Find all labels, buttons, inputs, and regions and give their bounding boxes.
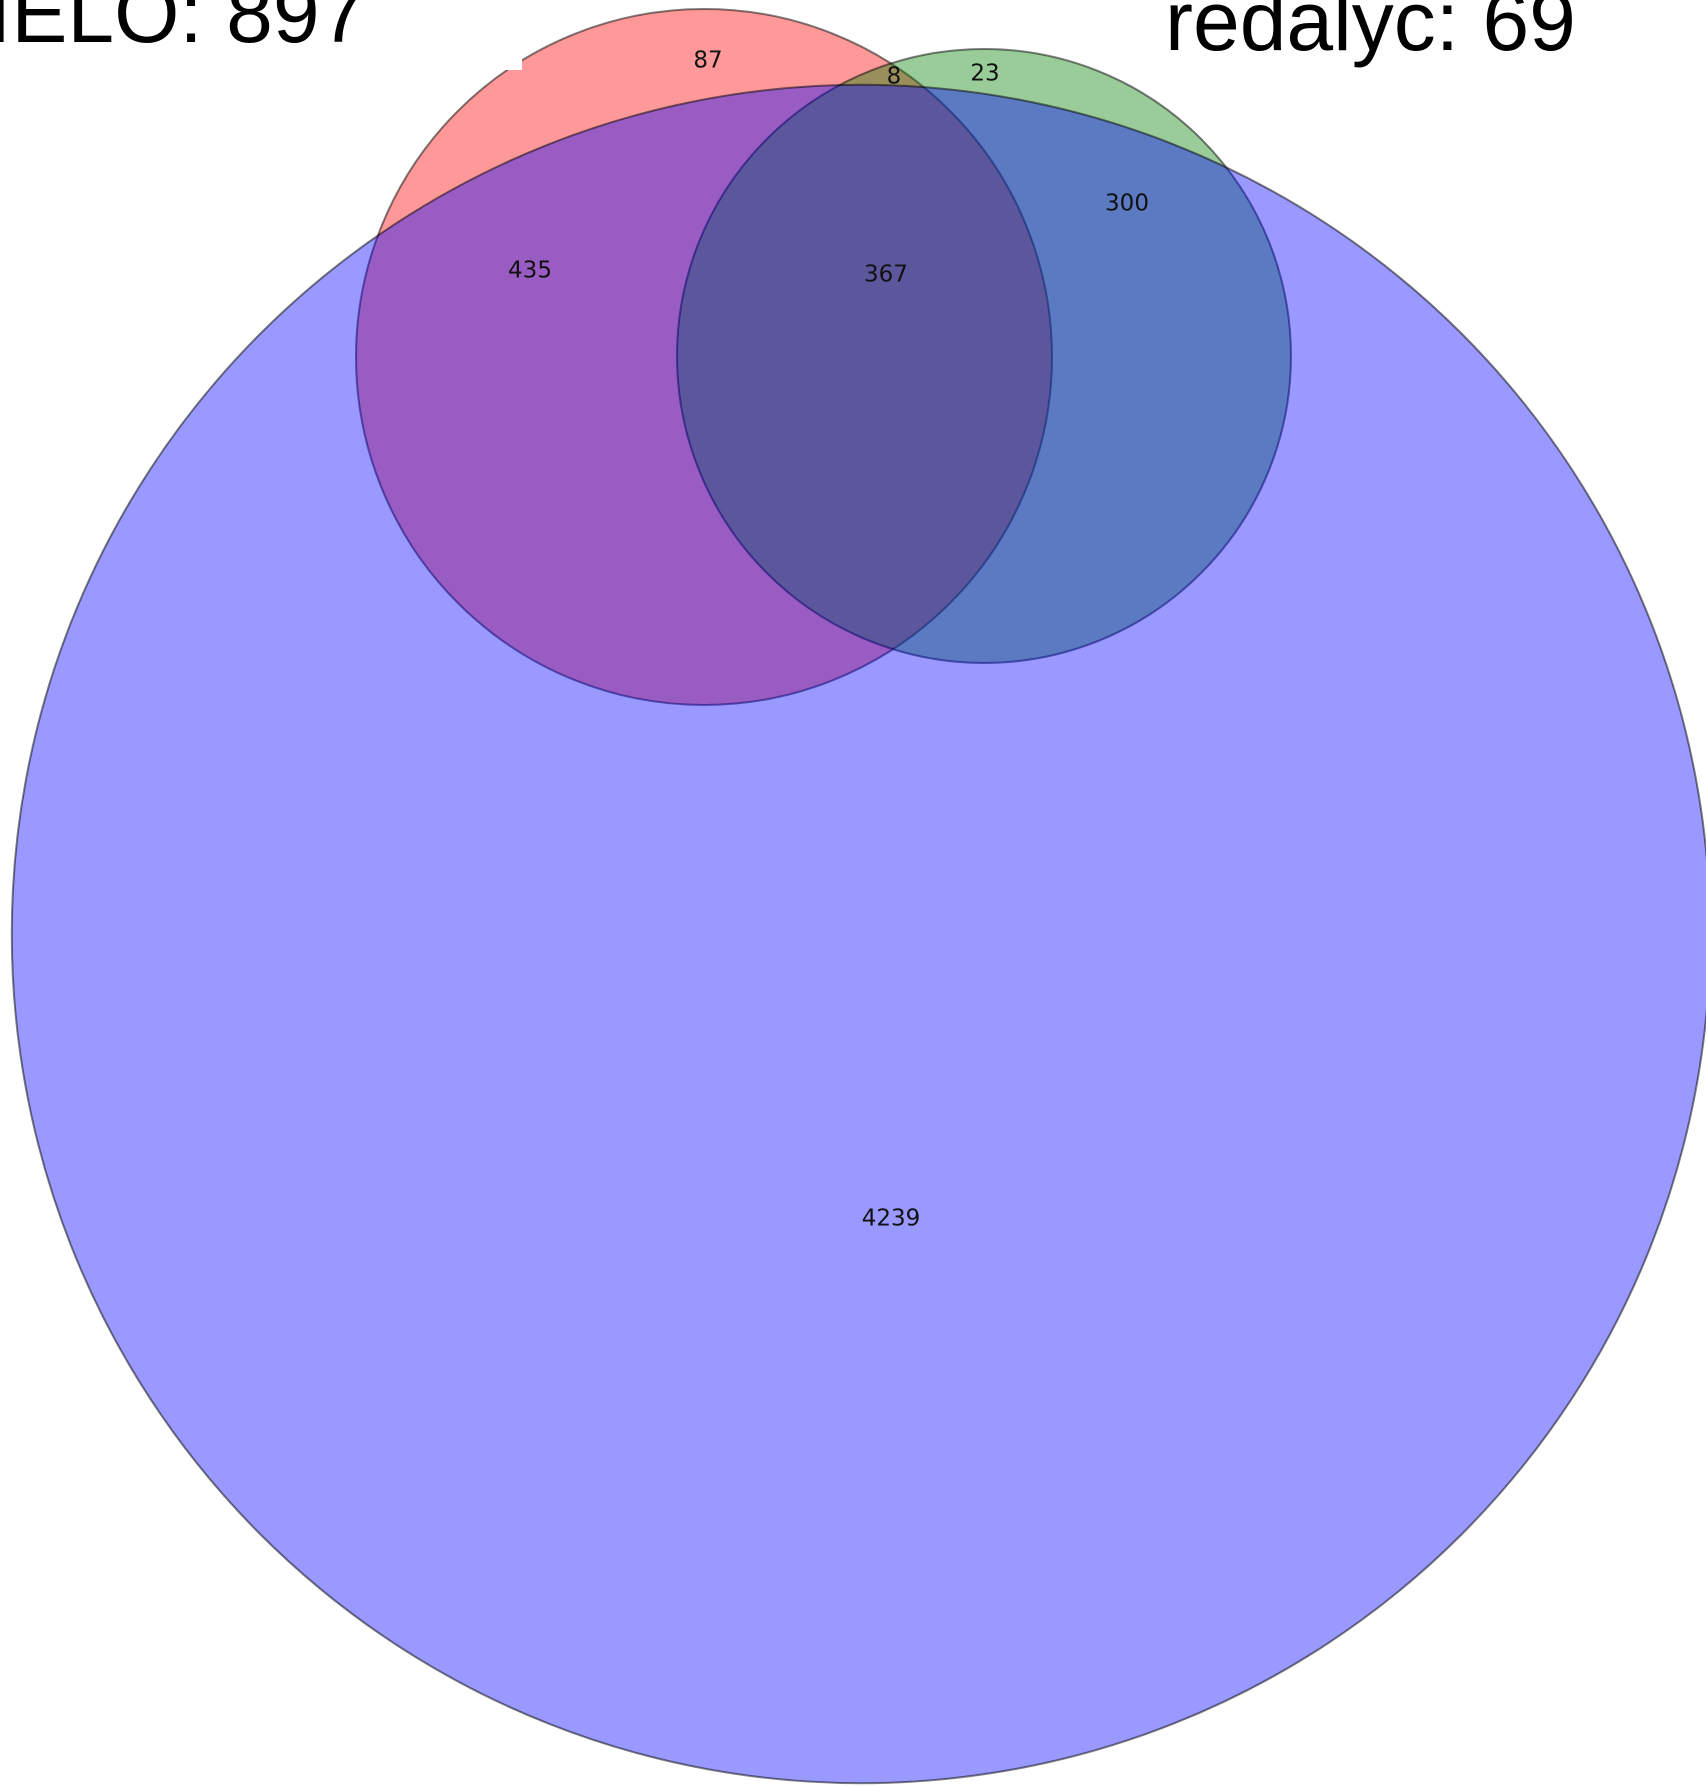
region-label: 300: [1105, 191, 1149, 217]
region-label: 4239: [862, 1206, 921, 1232]
region-label: 87: [693, 48, 722, 74]
set-circle: [354, 7, 1054, 707]
region-label: 435: [508, 258, 552, 284]
region-label: 8: [887, 64, 902, 90]
region-labels: 87 8 23 435 367 300 4239: [508, 48, 1149, 1232]
circles: [11, 7, 1706, 1784]
title-background: [0, 0, 522, 70]
set-title: redalyc: 69: [1165, 0, 1576, 68]
set-title: IELO: 897: [0, 0, 366, 60]
title-background: [1140, 0, 1706, 62]
region-label: 23: [970, 61, 999, 87]
region-label: 367: [864, 262, 908, 288]
set-circle: [11, 84, 1706, 1784]
set-circle: [676, 48, 1292, 664]
